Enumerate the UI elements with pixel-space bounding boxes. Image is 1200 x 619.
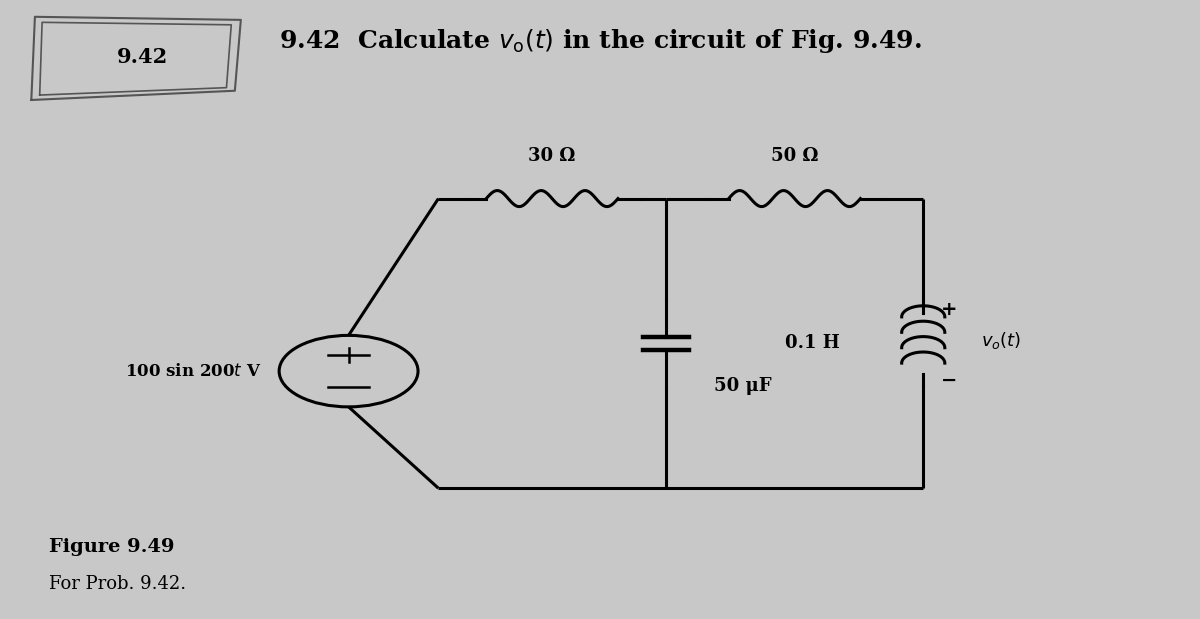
Text: −: − [942, 371, 958, 390]
Text: +: + [941, 300, 958, 319]
Text: 30 Ω: 30 Ω [528, 147, 576, 165]
Text: 50 μF: 50 μF [714, 378, 772, 396]
Text: Figure 9.49: Figure 9.49 [49, 538, 175, 556]
Text: $v_o(t)$: $v_o(t)$ [980, 330, 1021, 351]
Text: 9.42  Calculate $v_{\mathrm{o}}(t)$ in the circuit of Fig. 9.49.: 9.42 Calculate $v_{\mathrm{o}}(t)$ in th… [278, 27, 922, 56]
Text: 100 sin 200$t$ V: 100 sin 200$t$ V [125, 363, 262, 379]
Text: 0.1 H: 0.1 H [785, 334, 840, 352]
Text: For Prob. 9.42.: For Prob. 9.42. [49, 574, 186, 593]
Text: 9.42: 9.42 [118, 47, 168, 67]
Text: 50 Ω: 50 Ω [770, 147, 818, 165]
